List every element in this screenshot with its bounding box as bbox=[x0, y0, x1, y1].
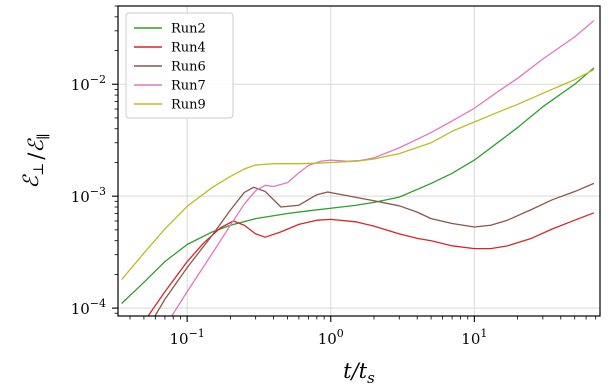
y-axis-title: ℰ⊥/ℰ∥ bbox=[19, 133, 52, 188]
x-tick-label: 101 bbox=[461, 327, 487, 348]
series-line-run7 bbox=[171, 20, 595, 316]
series-line-run9 bbox=[121, 69, 595, 280]
series-line-run6 bbox=[154, 182, 595, 316]
x-axis-title: t/ts bbox=[343, 359, 375, 386]
plot-frame bbox=[117, 5, 601, 317]
legend: Run2 Run4 Run6 Run7 Run9 bbox=[125, 12, 234, 119]
series-line-run4 bbox=[147, 212, 595, 316]
axes: 10−1 100 101 10−4 10−3 10−2 bbox=[71, 5, 597, 348]
axis-titles: t/ts ℰ⊥/ℰ∥ bbox=[19, 133, 375, 386]
legend-label: Run6 bbox=[171, 60, 206, 75]
y-tick-label: 10−3 bbox=[71, 185, 106, 206]
legend-label: Run7 bbox=[171, 79, 206, 94]
series-layer bbox=[121, 20, 595, 316]
x-tick-label: 10−1 bbox=[169, 327, 204, 348]
legend-label: Run4 bbox=[171, 41, 206, 56]
y-tick-label: 10−2 bbox=[71, 73, 106, 94]
legend-label: Run9 bbox=[171, 98, 206, 113]
y-tick-label: 10−4 bbox=[71, 297, 106, 318]
series-line-run2 bbox=[121, 67, 595, 304]
legend-box bbox=[125, 12, 234, 119]
legend-label: Run2 bbox=[171, 22, 206, 37]
x-tick-label: 100 bbox=[318, 327, 344, 348]
